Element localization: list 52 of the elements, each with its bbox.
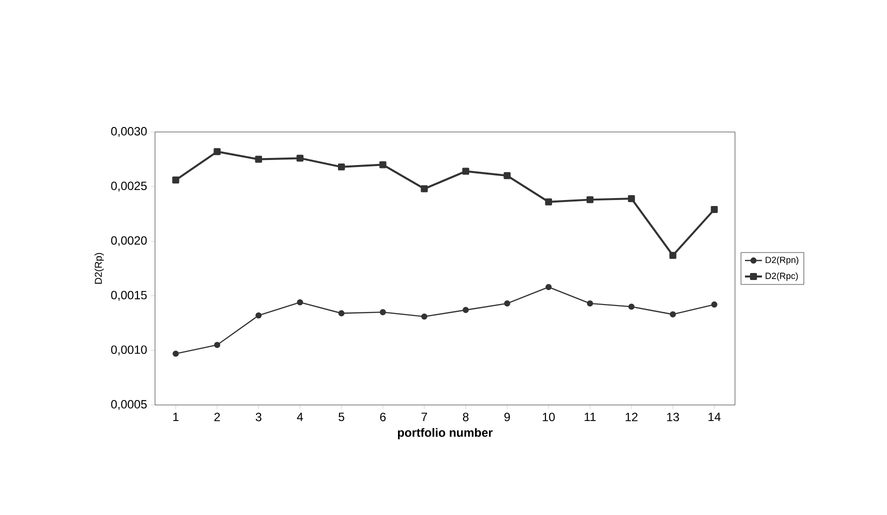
point [421,313,428,320]
x-tick-label: 14 [708,412,721,421]
point [214,342,220,348]
x-tick-label: 10 [542,412,555,422]
point [504,300,510,307]
x-tick-label: 3 [256,412,262,422]
point [296,154,304,162]
point [710,206,718,214]
point [462,168,470,175]
x-tick-label: 8 [462,412,469,422]
point [504,172,511,180]
point [380,309,386,316]
point [379,161,386,168]
x-tick-label: 11 [584,412,596,421]
y-tick-label: 0,0010 [111,345,147,356]
x-tick-label: 6 [380,412,386,422]
point [670,311,676,318]
x-tick-label: 2 [214,412,220,422]
point [586,196,594,204]
point [172,350,179,357]
point [296,299,304,306]
y-tick-label: 0,0005 [111,400,147,410]
y-axis-title: D2(Rp) [94,253,104,284]
point [214,148,221,156]
y-tick-label: 0,0030 [111,127,147,137]
x-tick-label: 9 [504,412,510,422]
y-tick-label: 0,0020 [111,236,147,246]
y-tick-label: 0,0015 [111,290,147,301]
point [586,300,594,307]
point [545,198,552,206]
x-tick-label: 13 [667,412,679,422]
point [711,301,718,308]
x-tick-label: 1 [173,412,178,421]
point [545,284,552,290]
legend-label: D2(Rpn) [766,256,798,265]
x-tick-label: 4 [296,412,303,421]
point [628,195,635,202]
point [338,310,345,316]
point [420,185,428,192]
x-tick-label: 5 [338,412,344,422]
point [669,252,676,259]
point [338,163,345,170]
point [462,306,469,314]
x-axis-title: portfolio number [398,428,493,440]
point [172,176,180,184]
x-tick-label: 7 [422,412,428,421]
point [255,156,262,163]
point [255,312,262,319]
x-tick-label: 12 [626,412,638,422]
legend-label: D2(Rpc) [766,272,798,281]
y-tick-label: 0,0025 [111,182,147,192]
point [628,304,635,310]
